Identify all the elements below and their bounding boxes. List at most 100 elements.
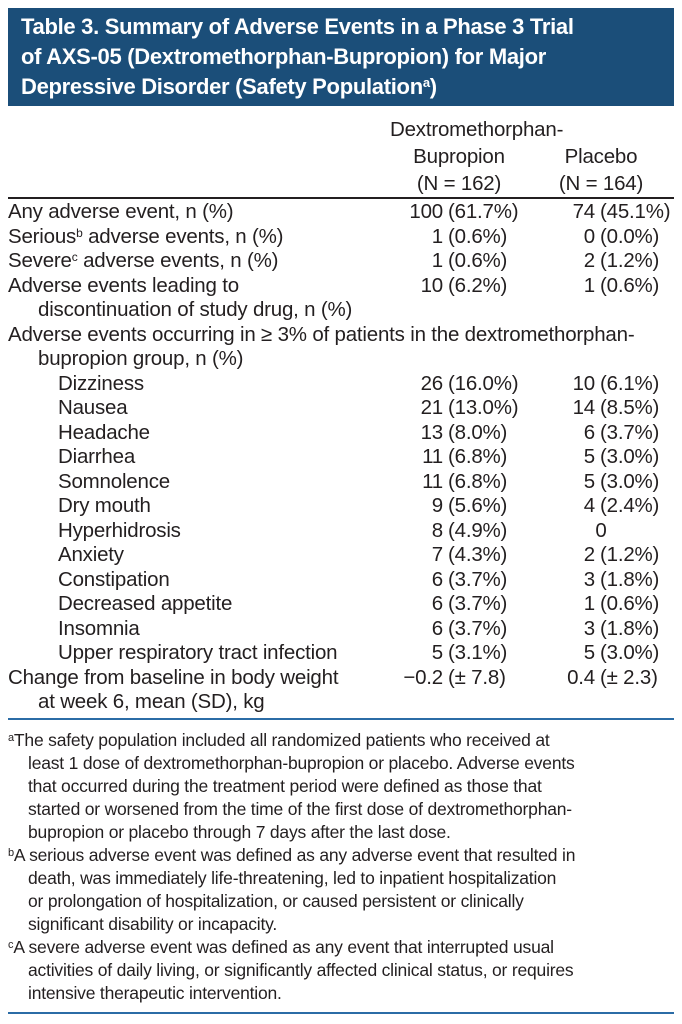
row-label: Any adverse event, n (%) xyxy=(8,200,390,225)
row-label-text: Hyperhidrosis xyxy=(58,518,181,542)
row-label: Upper respiratory tract infection xyxy=(8,641,390,666)
row-label: Severec adverse events, n (%) xyxy=(8,249,390,274)
row-label-text: Somnolence xyxy=(58,469,170,493)
row-label-pre: Serious xyxy=(8,224,77,248)
value-drug: 6 (3.7%) xyxy=(390,568,528,593)
footnote-line: cA severe adverse event was defined as a… xyxy=(8,936,674,959)
value-count: 21 xyxy=(420,396,444,419)
value-count: 3 xyxy=(583,567,595,591)
header-drug-line-1: Dextromethorphan- xyxy=(390,118,564,141)
value-drug: 11 (6.8%) xyxy=(390,445,528,470)
row-label-text: Constipation xyxy=(58,567,170,591)
value-sd: (± 2.3) xyxy=(600,665,658,689)
footnote-a-marker: a xyxy=(422,75,430,90)
row-label-text: Dry mouth xyxy=(58,494,151,517)
footnote-line: aThe safety population included all rand… xyxy=(8,729,674,752)
table-title-line-1: Table 3. Summary of Adverse Events in a … xyxy=(21,14,574,39)
value-count: 9 xyxy=(431,494,443,517)
value-count: 14 xyxy=(572,396,596,419)
footnote-text: The safety population included all rando… xyxy=(13,729,550,750)
value-percent: (6.8%) xyxy=(448,469,508,493)
value-drug: 21 (13.0%) xyxy=(390,396,528,421)
section-label-continuation: bupropion group, n (%) xyxy=(38,347,244,370)
footnote-line: activities of daily living, or significa… xyxy=(28,959,574,980)
footnote-a: aThe safety population included all rand… xyxy=(8,729,674,844)
value-placebo: 74 (45.1%) xyxy=(528,200,674,225)
value-percent: (3.7%) xyxy=(448,592,508,615)
table-row-body-weight-change: Change from baseline in body weight at w… xyxy=(8,666,674,715)
value-placebo: 4 (2.4%) xyxy=(528,494,674,519)
footnote-line: or prolongation of hospitalization, or c… xyxy=(28,890,524,911)
footnote-text: A severe adverse event was defined as an… xyxy=(13,936,554,957)
row-label-text: Seriousb adverse events, n (%) xyxy=(8,225,390,250)
row-label-text: Dizziness xyxy=(58,371,144,395)
row-label: Headache xyxy=(8,421,390,446)
footnote-b-marker: b xyxy=(76,225,83,240)
value-count: 7 xyxy=(431,543,443,566)
value-percent: (3.7%) xyxy=(448,616,508,640)
value-mean: −0.2 xyxy=(403,665,443,689)
value-percent: (0.6%) xyxy=(448,224,508,248)
header-placebo-label: Placebo xyxy=(564,145,638,168)
row-label: Decreased appetite xyxy=(8,592,390,617)
table-row-severe-adverse-events: Severec adverse events, n (%) 1 (0.6%) 2(… xyxy=(8,249,674,274)
value-count: 4 xyxy=(583,494,595,517)
row-label-text: Adverse events leading to xyxy=(8,273,239,297)
value-drug: 100 (61.7%) xyxy=(390,200,528,225)
value-percent: (16.0%) xyxy=(448,371,519,395)
section-label-text: Adverse events occurring in ≥ 3% of pati… xyxy=(8,322,635,346)
value-count: 26 xyxy=(420,371,444,395)
row-label: Adverse events leading to discontinuatio… xyxy=(8,274,390,323)
value-percent: (3.0%) xyxy=(600,469,660,493)
table-title-line-3-close: ) xyxy=(429,74,437,99)
value-placebo: 6 (3.7%) xyxy=(528,421,674,446)
footnote-b-marker: b xyxy=(8,846,14,859)
table-row-discontinuation: Adverse events leading to discontinuatio… xyxy=(8,274,674,323)
value-percent: (3.0%) xyxy=(600,445,660,468)
footnote-c-marker: c xyxy=(8,938,14,951)
header-drug-column: Dextromethorphan- Bupropion (N = 162) xyxy=(390,116,564,197)
value-count: 100 xyxy=(409,200,443,223)
value-placebo: 0 xyxy=(528,519,674,544)
row-label: Dizziness xyxy=(8,372,390,397)
value-percent: (0.6%) xyxy=(600,273,660,297)
row-label: Constipation xyxy=(8,568,390,593)
table-title-bar: Table 3. Summary of Adverse Events in a … xyxy=(8,8,674,106)
value-count: 0 xyxy=(583,224,595,248)
table-row-dizziness: Dizziness 26 (16.0%) 10 (6.1%) xyxy=(8,372,674,397)
value-placebo: 1 (0.6%) xyxy=(528,274,674,299)
value-placebo: 14 (8.5%) xyxy=(528,396,674,421)
footnote-line: bupropion or placebo through 7 days afte… xyxy=(28,821,451,842)
value-count: 1 xyxy=(583,592,595,615)
row-label: Dry mouth xyxy=(8,494,390,519)
value-drug: 6 (3.7%) xyxy=(390,617,528,642)
value-drug: 10 (6.2%) xyxy=(390,274,528,299)
value-drug: 7 (4.3%) xyxy=(390,543,528,568)
footnote-line: significant disability or incapacity. xyxy=(28,913,278,934)
header-placebo-n: (N = 164) xyxy=(558,172,644,195)
footnote-c-marker: c xyxy=(71,250,78,264)
table-title-line-2: of AXS-05 (Dextromethorphan-Bupropion) f… xyxy=(21,44,546,69)
value-count: 11 xyxy=(422,445,443,468)
table-title-line-3-text: Depressive Disorder (Safety Population xyxy=(21,74,423,99)
table-row-hyperhidrosis: Hyperhidrosis 8 (4.9%) 0 xyxy=(8,519,674,544)
value-count: 2 xyxy=(583,543,595,566)
value-count: 1 xyxy=(431,249,443,272)
value-count: 10 xyxy=(572,371,596,395)
row-label: Change from baseline in body weight at w… xyxy=(8,666,390,715)
table-row-insomnia: Insomnia 6 (3.7%) 3 (1.8%) xyxy=(8,617,674,642)
value-placebo: 3 (1.8%) xyxy=(528,617,674,642)
value-drug: −0.2 (± 7.8) xyxy=(390,666,528,691)
footnote-line: least 1 dose of dextromethorphan-bupropi… xyxy=(28,752,575,773)
row-label: Anxiety xyxy=(8,543,390,568)
value-percent: (61.7%) xyxy=(448,200,519,223)
value-count: 6 xyxy=(431,592,443,615)
value-placebo: 2 (1.2%) xyxy=(528,249,674,274)
table-row-nausea: Nausea 21 (13.0%) 14 (8.5%) xyxy=(8,396,674,421)
table-row-any-adverse-event: Any adverse event, n (%) 100 (61.7%) 74 (4… xyxy=(8,200,674,225)
row-label-post: adverse events, n (%) xyxy=(82,224,284,248)
row-label-post: adverse events, n (%) xyxy=(77,249,279,272)
row-label-text: Upper respiratory tract infection xyxy=(58,641,338,664)
value-percent: (3.7%) xyxy=(600,420,660,444)
